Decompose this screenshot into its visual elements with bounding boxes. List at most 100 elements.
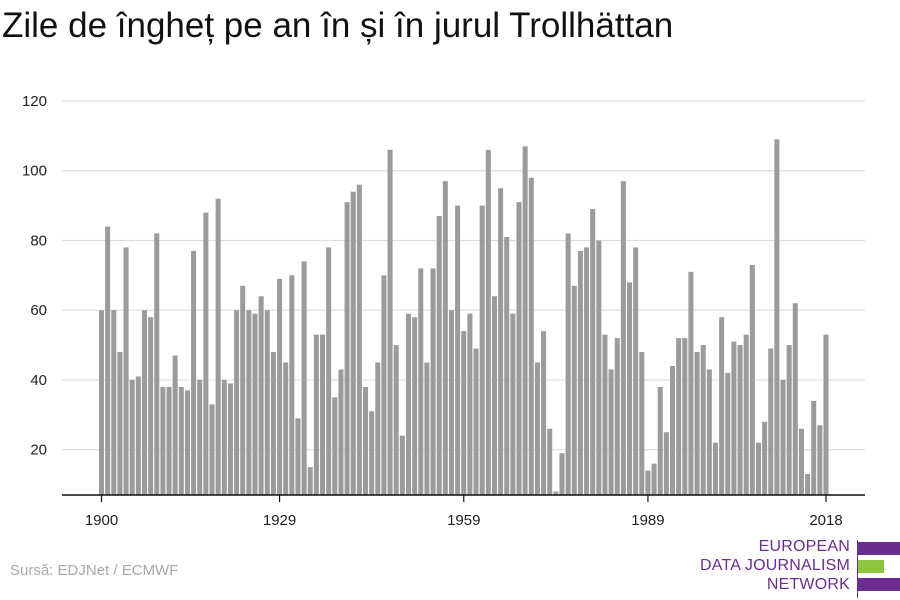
bar-1913: [178, 386, 184, 495]
bar-2012: [786, 345, 792, 495]
bar-1997: [694, 352, 700, 495]
x-tick-label: 2018: [809, 512, 842, 529]
bar-1963: [485, 149, 491, 496]
bar-1912: [172, 355, 178, 495]
bar-1973: [547, 428, 553, 495]
y-tick-label: 20: [30, 442, 47, 459]
bar-1975: [559, 453, 565, 495]
bar-2016: [811, 400, 817, 495]
bar-2007: [755, 442, 761, 495]
bar-1971: [534, 362, 540, 495]
bar-2008: [762, 421, 768, 495]
bar-1941: [350, 191, 356, 496]
bar-1932: [295, 418, 301, 495]
bar-1952: [418, 268, 424, 495]
bar-1962: [479, 205, 485, 495]
edjnet-logo: EUROPEAN DATA JOURNALISM NETWORK: [700, 538, 900, 598]
bar-1916: [197, 379, 203, 495]
bar-1925: [252, 313, 258, 495]
bar-1917: [203, 212, 209, 495]
bar-1995: [682, 338, 688, 495]
bar-1980: [590, 209, 596, 495]
bar-1942: [356, 184, 362, 496]
bar-2001: [719, 317, 725, 495]
bar-1972: [541, 331, 547, 495]
bar-1920: [221, 379, 227, 495]
bar-1986: [627, 282, 633, 495]
bar-1937: [326, 247, 332, 495]
bars: [98, 139, 829, 496]
bar-1982: [602, 334, 608, 495]
bar-1998: [700, 345, 706, 495]
bar-2009: [768, 348, 774, 495]
bar-1960: [467, 313, 473, 495]
x-tick-label: 1959: [447, 512, 480, 529]
logo-text-network: NETWORK: [766, 576, 850, 593]
bar-1918: [209, 404, 215, 495]
bar-1938: [332, 397, 338, 495]
bar-1911: [166, 386, 172, 495]
bar-1905: [129, 379, 135, 495]
bar-1951: [412, 317, 418, 495]
bar-1901: [105, 226, 111, 495]
y-tick-label: 100: [22, 163, 47, 180]
bar-1924: [246, 310, 252, 495]
y-tick-label: 60: [30, 302, 47, 319]
x-tick-label: 1900: [85, 512, 118, 529]
y-tick-label: 80: [30, 232, 47, 249]
bar-1919: [215, 198, 221, 496]
bar-1936: [320, 334, 326, 495]
bar-1999: [706, 369, 712, 495]
bar-2010: [774, 139, 780, 495]
bar-1966: [504, 236, 510, 495]
bar-1948: [393, 345, 399, 495]
bar-1906: [135, 376, 141, 495]
bar-1988: [639, 352, 645, 495]
bar-2015: [805, 474, 811, 495]
bar-1955: [436, 216, 442, 495]
bar-1926: [258, 296, 264, 495]
tick-labels: 20 40 60 80 100 120 1900 1929 1959 1989 2018: [22, 93, 843, 529]
bar-1950: [405, 313, 412, 495]
bar-1989: [645, 470, 651, 495]
bar-1958: [455, 205, 461, 495]
bar-1929: [277, 278, 283, 495]
y-tick-label: 40: [30, 372, 47, 389]
bar-1939: [338, 369, 344, 495]
bar-1996: [688, 271, 694, 495]
bar-1940: [344, 202, 350, 495]
bar-1927: [264, 310, 270, 495]
logo-bar-purple-top: [858, 542, 900, 555]
bar-2005: [743, 334, 749, 495]
x-axis: [62, 494, 865, 502]
bar-1909: [154, 233, 160, 495]
bar-1994: [676, 338, 682, 495]
bar-1933: [301, 261, 307, 495]
bar-1954: [430, 268, 436, 495]
bar-1902: [111, 310, 117, 495]
bar-1985: [620, 181, 626, 495]
bar-1974: [553, 491, 559, 495]
bar-1921: [227, 383, 233, 495]
bar-1944: [369, 411, 375, 495]
bar-1965: [498, 188, 504, 495]
bar-1908: [148, 317, 154, 495]
chart-title: Zile de îngheț pe an în și în jurul Trol…: [2, 6, 674, 45]
bar-1987: [633, 247, 639, 495]
bar-1964: [491, 296, 497, 495]
x-tick-label: 1989: [631, 512, 664, 529]
bar-1981: [596, 240, 602, 495]
bar-1910: [160, 386, 166, 495]
bar-2017: [817, 425, 823, 495]
bar-1969: [522, 146, 528, 495]
bar-1930: [283, 362, 289, 495]
logo-divider: [857, 540, 858, 598]
bar-1961: [473, 348, 479, 495]
bar-1957: [448, 310, 454, 495]
bar-1967: [510, 313, 516, 495]
bar-1903: [117, 352, 123, 495]
bar-1935: [313, 334, 319, 495]
bar-1931: [289, 275, 295, 495]
bar-1990: [651, 463, 657, 495]
source-note: Sursă: EDJNet / ECMWF: [10, 562, 179, 579]
